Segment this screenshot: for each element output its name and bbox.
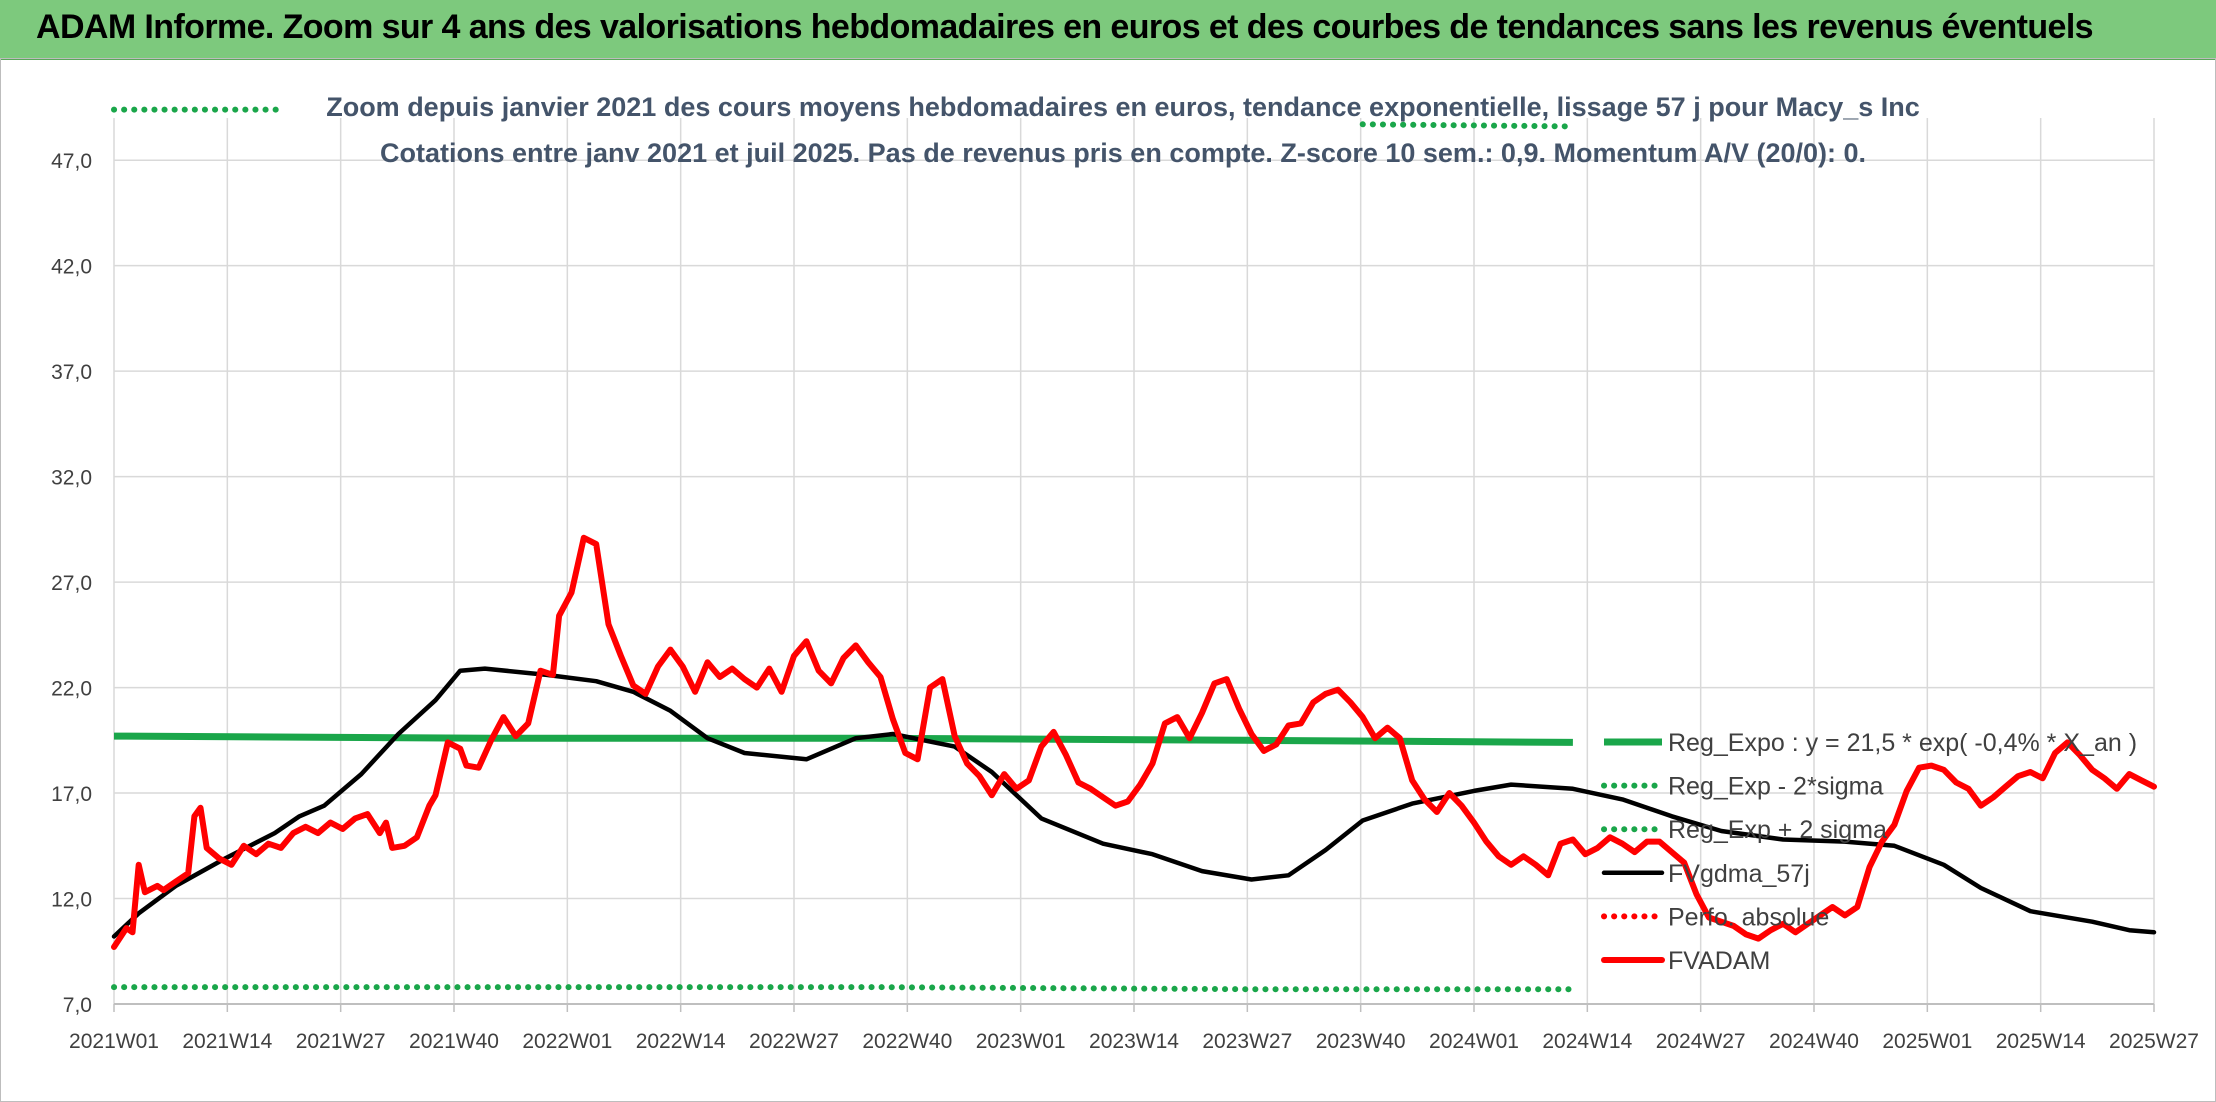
x-tick-label: 2021W40 xyxy=(409,1030,499,1053)
y-tick-label: 12,0 xyxy=(51,889,92,912)
series-line-fvadam xyxy=(111,534,2157,950)
y-tick-label: 27,0 xyxy=(51,572,92,595)
series-line-reg-exp-2-sigma xyxy=(111,984,1576,993)
x-tick-label: 2025W27 xyxy=(2109,1030,2199,1053)
legend-label-perfo-absolue: Perfo. absolue xyxy=(1668,903,1829,931)
x-tick-label: 2024W40 xyxy=(1769,1030,1859,1053)
report-title: ADAM Informe. Zoom sur 4 ans des valoris… xyxy=(36,8,2094,46)
legend-label-reg-exp-2-sigma: Reg_Exp - 2*sigma xyxy=(1668,773,1883,801)
x-tick-label: 2022W01 xyxy=(522,1030,612,1053)
x-tick-label: 2024W27 xyxy=(1656,1030,1746,1053)
chart-subtitle: Cotations entre janv 2021 et juil 2025. … xyxy=(380,138,1866,168)
y-tick-label: 37,0 xyxy=(51,361,92,384)
x-tick-label: 2022W14 xyxy=(636,1030,726,1053)
legend-label-fvadam: FVADAM xyxy=(1668,947,1770,975)
legend-label-reg-expo-y-21-5-exp-0-4-x-an: Reg_Expo : y = 21,5 * exp( -0,4% * X_an … xyxy=(1668,729,2137,757)
y-tick-label: 22,0 xyxy=(51,678,92,701)
x-tick-label: 2025W14 xyxy=(1996,1030,2086,1053)
y-tick-label: 47,0 xyxy=(51,150,92,173)
x-tick-label: 2021W27 xyxy=(296,1030,386,1053)
chart-legend: Reg_Expo : y = 21,5 * exp( -0,4% * X_an … xyxy=(1601,729,2137,975)
y-axis: 7,0 12,0 17,0 22,0 27,0 32,0 37,0 42,0 47,0 xyxy=(51,150,92,1017)
legend-label-fvgdma-57j: FVgdma_57j xyxy=(1668,860,1810,888)
series-line-fvgdma-57j xyxy=(111,666,2157,939)
series-line-reg-exp-2-sigma xyxy=(1359,121,1576,130)
x-tick-label: 2023W40 xyxy=(1316,1030,1406,1053)
y-tick-label: 42,0 xyxy=(51,256,92,279)
x-tick-label: 2025W01 xyxy=(1882,1030,1972,1053)
x-tick-label: 2021W14 xyxy=(182,1030,272,1053)
chart-grid xyxy=(113,118,2155,1005)
y-tick-label: 17,0 xyxy=(51,783,92,806)
x-tick-label: 2022W27 xyxy=(749,1030,839,1053)
x-tick-label: 2023W27 xyxy=(1202,1030,1292,1053)
y-tick-label: 32,0 xyxy=(51,467,92,490)
x-axis: 2021W01 2021W14 2021W27 2021W40 2022W01 2022W… xyxy=(69,1003,2199,1053)
y-tick-label: 7,0 xyxy=(63,994,92,1017)
x-tick-label: 2022W40 xyxy=(862,1030,952,1053)
report-banner: ADAM Informe. Zoom sur 4 ans des valoris… xyxy=(0,0,2216,60)
x-tick-label: 2023W14 xyxy=(1089,1030,1179,1053)
chart-title: Zoom depuis janvier 2021 des cours moyen… xyxy=(326,92,1920,122)
legend-label-reg-exp-2-sigma: Reg_Exp + 2 sigma xyxy=(1668,816,1887,844)
x-tick-label: 2024W01 xyxy=(1429,1030,1519,1053)
x-tick-label: 2023W01 xyxy=(976,1030,1066,1053)
x-tick-label: 2021W01 xyxy=(69,1030,159,1053)
x-tick-label: 2024W14 xyxy=(1542,1030,1632,1053)
chart-series xyxy=(111,106,2157,993)
